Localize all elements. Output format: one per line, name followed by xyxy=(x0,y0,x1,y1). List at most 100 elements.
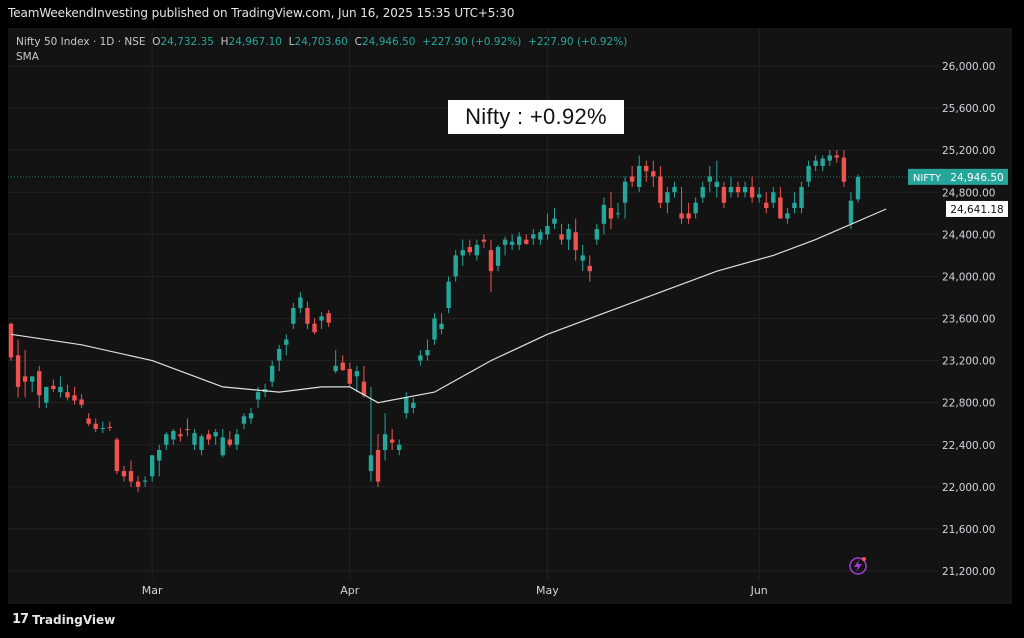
candle-body xyxy=(764,202,769,209)
candle-body xyxy=(446,281,451,308)
candle-body xyxy=(467,246,472,253)
candle-body xyxy=(622,181,628,203)
candle-body xyxy=(425,350,430,356)
candle-body xyxy=(375,450,381,482)
candle-body xyxy=(382,434,388,451)
candle-body xyxy=(813,160,818,166)
sma-price-label: 24,641.18 xyxy=(950,204,1003,216)
candle-body xyxy=(149,455,155,477)
candle-body xyxy=(615,213,621,215)
candle-body xyxy=(312,323,317,333)
candle-body xyxy=(474,244,480,256)
candle-body xyxy=(460,250,465,256)
candle-body xyxy=(587,265,592,272)
sma-price-tag xyxy=(946,200,1008,217)
candle-body xyxy=(481,239,487,242)
symbol-tag xyxy=(908,168,946,185)
candle-body xyxy=(771,192,776,203)
candle-body xyxy=(114,439,120,472)
candle-body xyxy=(86,418,91,424)
y-tick-label: 23,200.00 xyxy=(942,356,995,368)
candle-body xyxy=(404,397,409,414)
candle-body xyxy=(714,181,720,187)
candle-body xyxy=(185,428,190,431)
flash-icon xyxy=(849,557,867,575)
candle-body xyxy=(700,186,705,198)
y-tick-label: 24,400.00 xyxy=(942,229,995,241)
candle-body xyxy=(291,307,296,324)
candle-body xyxy=(51,385,56,389)
tradingview-brand: TradingView xyxy=(32,612,116,627)
candle-body xyxy=(171,431,176,440)
tradingview-logo-icon: 17 xyxy=(12,612,29,627)
candle-body xyxy=(707,176,712,182)
sma-legend[interactable]: SMA xyxy=(16,51,39,63)
sma-line xyxy=(10,208,887,404)
candle-body xyxy=(841,157,847,182)
candle-body xyxy=(749,186,755,198)
candle-body xyxy=(488,250,494,272)
x-tick-label: May xyxy=(536,584,559,597)
candle-body xyxy=(44,386,49,403)
symbol-name: Nifty 50 Index · 1D · NSE xyxy=(16,36,146,48)
candle-body xyxy=(538,232,543,240)
y-tick-label: 22,400.00 xyxy=(942,440,995,452)
notification-dot-icon xyxy=(862,557,866,561)
candle-body xyxy=(298,297,303,308)
candle-body xyxy=(15,355,21,387)
tradingview-footer[interactable]: 17 TradingView xyxy=(12,612,115,627)
candle-body xyxy=(65,392,70,398)
candle-body xyxy=(728,186,734,193)
x-tick-label: Apr xyxy=(340,584,360,597)
candle-body xyxy=(397,444,402,451)
y-tick-label: 26,000.00 xyxy=(942,61,995,73)
y-tick-label: 25,600.00 xyxy=(942,103,995,115)
y-tick-label: 24,800.00 xyxy=(942,187,995,199)
candle-body xyxy=(827,155,832,161)
candle-body xyxy=(178,434,183,437)
candle-body xyxy=(199,436,204,451)
candle-body xyxy=(277,349,282,361)
symbol-tag-label: NIFTY xyxy=(913,173,942,184)
candle-body xyxy=(248,413,254,419)
candle-body xyxy=(594,229,600,240)
candle-body xyxy=(269,365,275,382)
open-value: 24,732.35 xyxy=(160,36,214,48)
y-tick-label: 23,600.00 xyxy=(942,314,995,326)
candle-body xyxy=(531,234,536,239)
candle-body xyxy=(552,218,557,224)
candle-body xyxy=(58,386,63,393)
candle-body xyxy=(368,455,374,472)
candle-body xyxy=(517,236,522,245)
candle-body xyxy=(128,471,134,482)
candle-body xyxy=(121,471,127,477)
candle-body xyxy=(411,402,416,408)
y-tick-label: 22,800.00 xyxy=(942,398,995,410)
candle-body xyxy=(693,202,698,214)
annotation-box: Nifty : +0.92% xyxy=(448,100,624,134)
candle-body xyxy=(658,176,663,203)
candle-body xyxy=(389,439,395,443)
candle-body xyxy=(29,376,35,382)
candle-body xyxy=(241,416,247,424)
candle-body xyxy=(107,426,113,428)
candle-body xyxy=(326,313,331,323)
candle-body xyxy=(665,192,670,203)
y-tick-label: 21,200.00 xyxy=(942,566,995,578)
candle-body xyxy=(573,232,578,251)
candle-body xyxy=(234,434,240,445)
last-price-tag xyxy=(946,168,1008,185)
change-value-2: +227.90 (+0.92%) xyxy=(528,36,628,48)
candle-body xyxy=(601,204,607,224)
candle-body xyxy=(79,399,84,405)
candle-body xyxy=(319,316,324,321)
candle-body xyxy=(192,433,197,445)
candle-body xyxy=(439,323,444,330)
candle-body xyxy=(834,155,840,158)
candle-body xyxy=(686,213,691,219)
candle-body xyxy=(432,318,437,340)
candle-body xyxy=(22,376,28,382)
candle-body xyxy=(792,202,797,209)
